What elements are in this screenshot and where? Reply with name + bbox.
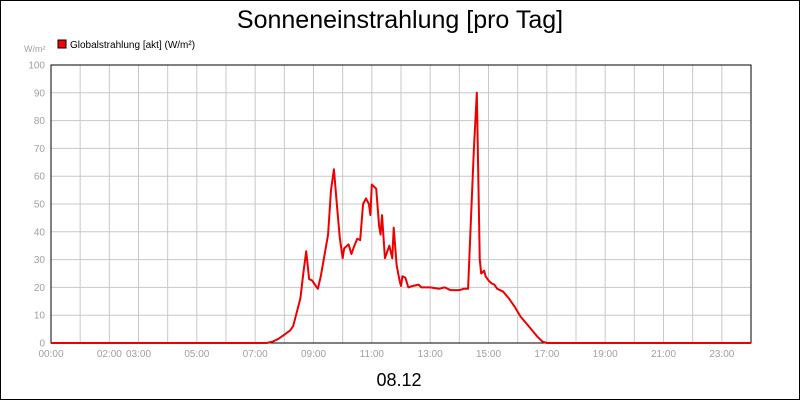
x-tick-label: 00:00 [38, 349, 63, 360]
y-tick-label: 80 [34, 116, 46, 127]
y-tick-label: 50 [34, 200, 46, 211]
y-tick-label: 40 [34, 227, 46, 238]
y-tick-label: 70 [34, 144, 46, 155]
y-axis-unit: W/m² [24, 44, 46, 54]
x-tick-label: 23:00 [709, 349, 734, 360]
x-axis-ticks: 00:00 02:00 03:00 05:00 07:00 09:00 11:00 13:00… [38, 349, 734, 360]
x-tick-label: 17:00 [534, 349, 559, 360]
x-tick-label: 11:00 [360, 349, 385, 360]
x-tick-label: 21:00 [651, 349, 676, 360]
x-tick-label: 13:00 [418, 349, 443, 360]
legend-label: Globalstrahlung [akt] (W/m²) [70, 40, 195, 51]
series-line-globalstrahlung [51, 91, 751, 344]
y-tick-label: 100 [28, 61, 45, 72]
x-tick-label: 07:00 [243, 349, 268, 360]
x-tick-label: 03:00 [126, 349, 151, 360]
y-tick-label: 20 [34, 283, 46, 294]
x-tick-label: 15:00 [476, 349, 501, 360]
series-layer [51, 91, 751, 344]
y-tick-label: 60 [34, 172, 46, 183]
x-tick-label: 19:00 [593, 349, 618, 360]
x-tick-label: 05:00 [184, 349, 209, 360]
x-tick-label: 02:00 [97, 349, 122, 360]
x-tick-label: 09:00 [301, 349, 326, 360]
plot-area [50, 64, 752, 344]
chart-title: Sonneneinstrahlung [pro Tag] [237, 6, 563, 34]
x-axis-label: 08.12 [376, 370, 421, 390]
grid [50, 64, 752, 344]
y-tick-label: 30 [34, 255, 46, 266]
y-axis-ticks: 0 10 20 30 40 50 60 70 80 90 100 [28, 61, 45, 350]
legend-swatch [57, 39, 67, 49]
y-tick-label: 90 [34, 88, 46, 99]
y-tick-label: 0 [39, 339, 45, 350]
y-tick-label: 10 [34, 311, 46, 322]
